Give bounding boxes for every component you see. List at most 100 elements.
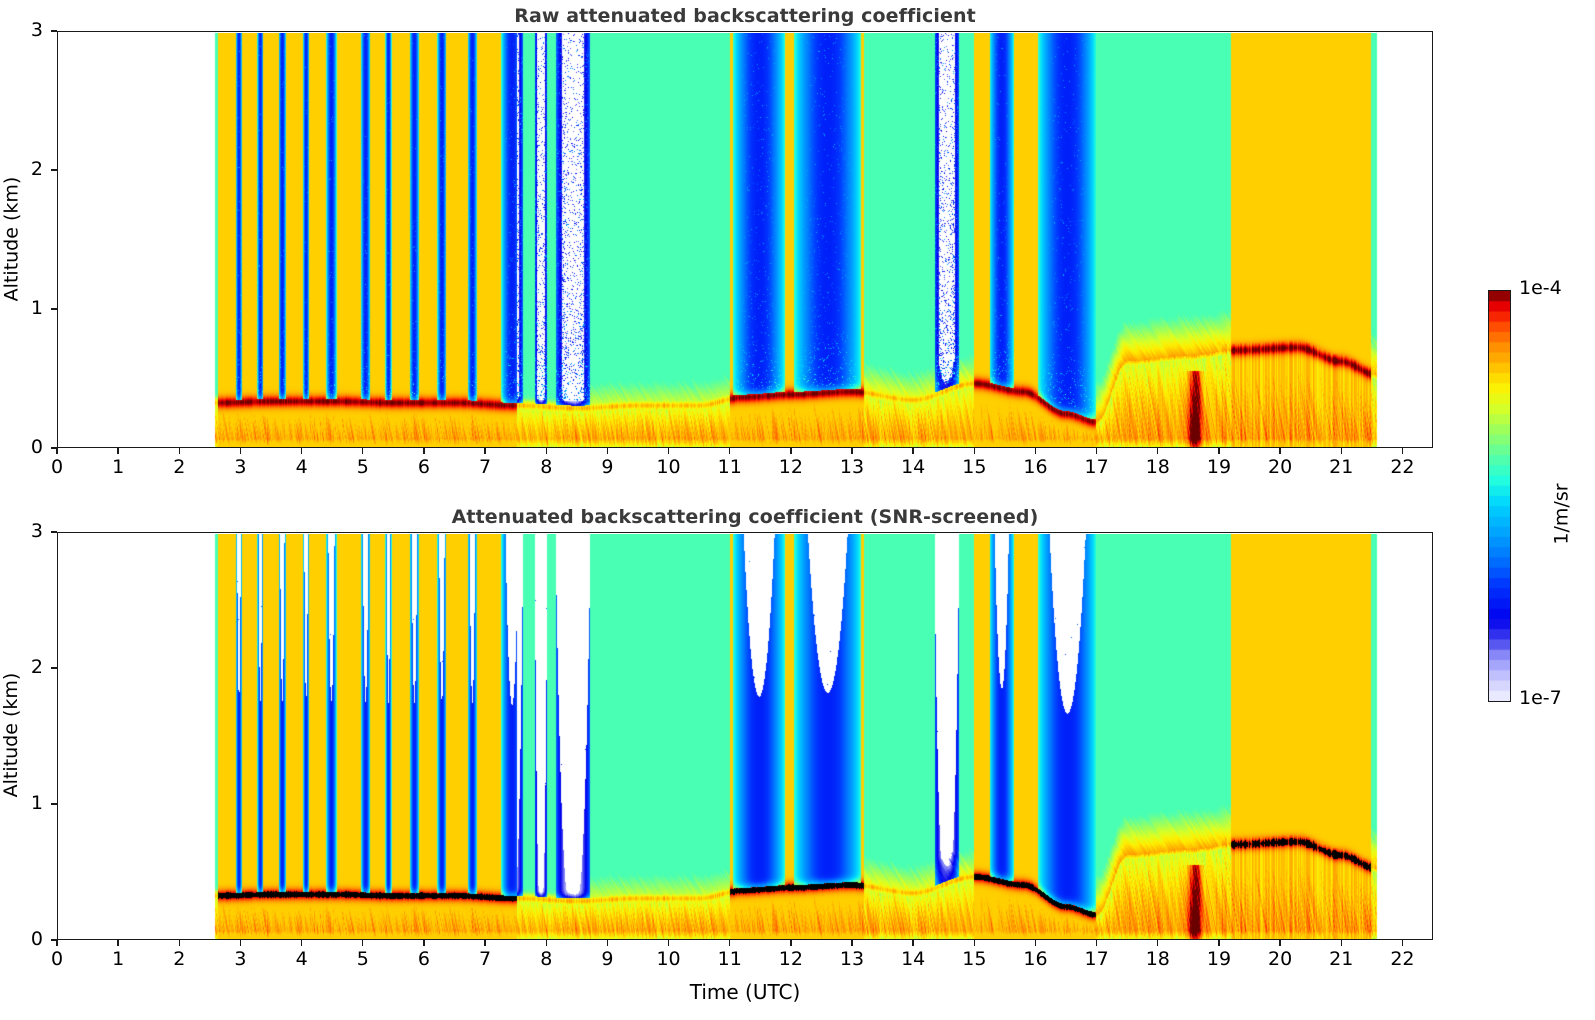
xtick-label-raw-18: 18 — [1145, 456, 1170, 478]
xtick-label-raw-11: 11 — [717, 456, 742, 478]
xtick-label-raw-21: 21 — [1329, 456, 1354, 478]
xtick-label-raw-4: 4 — [295, 456, 308, 478]
ytick-snr-2 — [51, 667, 57, 669]
xtick-label-snr-3: 3 — [234, 948, 247, 970]
xtick-label-raw-22: 22 — [1390, 456, 1415, 478]
xtick-raw-12 — [790, 448, 792, 454]
ytick-raw-2 — [51, 169, 57, 171]
xtick-label-snr-17: 17 — [1084, 948, 1109, 970]
ytick-raw-1 — [51, 308, 57, 310]
panel-title-snr: Attenuated backscattering coefficient (S… — [451, 506, 1039, 528]
xtick-label-snr-19: 19 — [1206, 948, 1232, 970]
xtick-raw-21 — [1340, 448, 1342, 454]
ylabel-snr: Altitude (km) — [0, 672, 22, 798]
xtick-snr-1 — [117, 940, 119, 946]
xtick-label-raw-1: 1 — [112, 456, 125, 478]
xtick-label-raw-13: 13 — [839, 456, 865, 478]
ytick-snr-1 — [51, 803, 57, 805]
ytick-raw-0 — [51, 447, 57, 449]
xtick-raw-15 — [973, 448, 976, 454]
xtick-snr-13 — [851, 940, 853, 946]
xtick-snr-21 — [1340, 940, 1342, 946]
xtick-label-raw-16: 16 — [1023, 456, 1048, 478]
xtick-raw-18 — [1157, 448, 1159, 454]
xtick-raw-22 — [1401, 448, 1404, 454]
xtick-raw-1 — [117, 448, 119, 454]
xtick-label-snr-15: 15 — [962, 948, 987, 970]
xtick-raw-16 — [1034, 448, 1037, 454]
xtick-snr-2 — [178, 940, 180, 946]
xtick-raw-7 — [484, 448, 486, 454]
xtick-raw-2 — [178, 448, 180, 454]
plot-area-snr — [57, 532, 1433, 940]
xtick-snr-15 — [973, 940, 976, 946]
xtick-snr-12 — [790, 940, 792, 946]
ytick-label-snr-1: 1 — [30, 792, 43, 814]
xtick-raw-13 — [851, 448, 853, 454]
ytick-raw-3 — [51, 30, 57, 32]
xtick-label-raw-2: 2 — [173, 456, 186, 478]
colorbar-min-label: 1e-7 — [1519, 687, 1562, 709]
xtick-raw-4 — [300, 448, 303, 454]
xtick-label-snr-4: 4 — [295, 948, 308, 970]
xtick-label-raw-7: 7 — [479, 456, 492, 478]
xtick-label-raw-3: 3 — [234, 456, 247, 478]
xtick-label-snr-16: 16 — [1023, 948, 1048, 970]
xtick-label-snr-18: 18 — [1145, 948, 1170, 970]
heatmap-raw — [59, 33, 1432, 447]
xtick-raw-14 — [912, 448, 914, 454]
xtick-snr-17 — [1095, 940, 1098, 946]
plot-area-raw — [57, 31, 1433, 448]
xtick-label-raw-12: 12 — [778, 456, 803, 478]
xtick-snr-18 — [1157, 940, 1159, 946]
ytick-label-raw-1: 1 — [30, 297, 43, 319]
xtick-raw-19 — [1218, 448, 1220, 454]
xtick-label-raw-15: 15 — [962, 456, 987, 478]
xtick-label-raw-0: 0 — [50, 456, 64, 478]
xtick-label-snr-11: 11 — [717, 948, 742, 970]
xtick-label-snr-12: 12 — [778, 948, 803, 970]
xtick-raw-9 — [606, 448, 609, 454]
xtick-snr-7 — [484, 940, 486, 946]
xtick-label-snr-10: 10 — [656, 948, 681, 970]
xtick-raw-20 — [1279, 448, 1281, 454]
ytick-label-raw-2: 2 — [30, 158, 43, 180]
xtick-label-raw-5: 5 — [356, 456, 369, 478]
xtick-label-raw-9: 9 — [601, 456, 614, 478]
xtick-label-snr-1: 1 — [112, 948, 125, 970]
xtick-raw-6 — [423, 448, 425, 454]
ytick-snr-3 — [51, 531, 57, 533]
xtick-snr-0 — [56, 940, 58, 946]
xtick-label-snr-22: 22 — [1390, 948, 1415, 970]
xlabel-snr: Time (UTC) — [689, 980, 801, 1004]
xtick-snr-9 — [606, 940, 609, 946]
xtick-snr-16 — [1034, 940, 1037, 946]
colorbar-unit-label: 1/m/sr — [1550, 483, 1573, 545]
xtick-label-raw-14: 14 — [901, 456, 926, 478]
xtick-raw-11 — [729, 448, 731, 454]
xtick-raw-0 — [56, 448, 58, 454]
xtick-label-raw-19: 19 — [1206, 456, 1232, 478]
xtick-raw-8 — [545, 448, 547, 454]
xtick-label-snr-21: 21 — [1329, 948, 1354, 970]
ytick-label-raw-0: 0 — [30, 436, 43, 458]
xtick-label-snr-14: 14 — [901, 948, 926, 970]
xtick-raw-17 — [1095, 448, 1098, 454]
colorbar-max-label: 1e-4 — [1519, 277, 1562, 299]
xtick-label-snr-13: 13 — [839, 948, 865, 970]
xtick-label-raw-8: 8 — [540, 456, 553, 478]
ytick-label-snr-2: 2 — [30, 656, 43, 678]
ytick-label-snr-3: 3 — [30, 520, 43, 542]
xtick-raw-3 — [239, 448, 242, 454]
xtick-snr-20 — [1279, 940, 1281, 946]
xtick-snr-5 — [362, 940, 364, 946]
xtick-raw-5 — [362, 448, 364, 454]
panel-title-raw: Raw attenuated backscattering coefficien… — [514, 5, 976, 27]
xtick-label-snr-8: 8 — [540, 948, 553, 970]
ytick-snr-0 — [51, 939, 57, 941]
xtick-snr-4 — [300, 940, 303, 946]
xtick-snr-14 — [912, 940, 914, 946]
xtick-snr-10 — [667, 940, 670, 946]
xtick-raw-10 — [667, 448, 670, 454]
